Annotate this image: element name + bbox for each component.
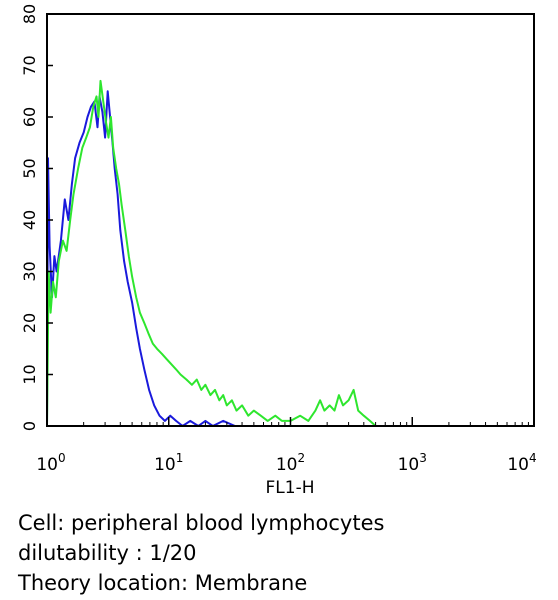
y-tick-label: 30 [20, 261, 39, 281]
x-axis-label: FL1-H [266, 478, 315, 498]
x-tick-label: 104 [507, 451, 536, 475]
x-tick-label: 102 [276, 451, 305, 475]
y-tick-label: 20 [20, 313, 39, 333]
histogram-chart: 0 10 20 30 40 50 60 70 80 100 101 102 103 104 FL1-H [20, 4, 537, 498]
y-tick-label: 80 [20, 4, 39, 24]
y-tick-label: 60 [20, 107, 39, 127]
histogram-series-2 [46, 79, 534, 427]
series-layer [46, 79, 534, 427]
y-tick-label: 0 [20, 421, 39, 431]
y-tick-label: 50 [20, 158, 39, 178]
plot-background [47, 14, 534, 426]
x-tick-label: 100 [36, 451, 65, 475]
y-axis-ticks: 0 10 20 30 40 50 60 70 80 [20, 4, 53, 431]
caption-dilution: dilutability : 1/20 [18, 541, 197, 565]
x-axis-ticks: 100 101 102 103 104 [36, 417, 537, 475]
x-tick-label: 103 [398, 451, 427, 475]
caption-cell: Cell: peripheral blood lymphocytes [18, 511, 385, 535]
caption-location: Theory location: Membrane [18, 571, 308, 595]
x-tick-label: 101 [154, 451, 183, 475]
y-tick-label: 10 [20, 364, 39, 384]
y-tick-label: 70 [20, 55, 39, 75]
y-tick-label: 40 [20, 210, 39, 230]
